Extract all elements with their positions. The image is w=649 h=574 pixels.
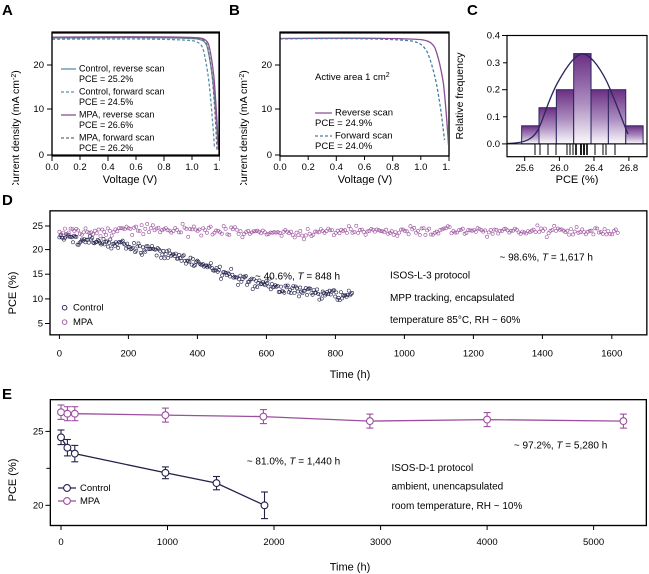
svg-text:MPA, forward scan: MPA, forward scan (79, 133, 154, 143)
svg-text:Current density (mA cm-2): Current density (mA cm-2) (10, 70, 22, 185)
svg-text:2000: 2000 (263, 537, 284, 548)
svg-text:0.1: 0.1 (487, 112, 500, 123)
svg-text:10: 10 (261, 104, 272, 115)
svg-text:ISOS-D-1 protocol: ISOS-D-1 protocol (392, 463, 474, 474)
svg-text:Relative frequency: Relative frequency (454, 52, 466, 140)
svg-text:25: 25 (32, 221, 43, 232)
svg-text:20: 20 (33, 500, 44, 511)
svg-text:1600: 1600 (601, 349, 622, 360)
svg-text:PCE = 26.2%: PCE = 26.2% (79, 143, 133, 153)
svg-text:PCE = 24.0%: PCE = 24.0% (315, 141, 373, 152)
svg-text:0.2: 0.2 (302, 162, 315, 173)
svg-text:Control: Control (80, 483, 111, 494)
svg-text:20: 20 (261, 60, 272, 71)
svg-text:10: 10 (33, 104, 44, 115)
svg-text:Voltage (V): Voltage (V) (103, 174, 157, 185)
svg-text:room temperature, RH ~ 10%: room temperature, RH ~ 10% (392, 501, 523, 512)
svg-text:~ 40.6%, T = 848 h: ~ 40.6%, T = 848 h (255, 271, 340, 282)
svg-text:26.4: 26.4 (585, 163, 604, 174)
svg-text:~ 98.6%, T = 1,617 h: ~ 98.6%, T = 1,617 h (500, 253, 593, 264)
svg-text:MPA, reverse scan: MPA, reverse scan (79, 110, 154, 120)
svg-text:0.4: 0.4 (101, 162, 114, 173)
svg-text:Control, reverse scan: Control, reverse scan (79, 64, 165, 74)
svg-text:1000: 1000 (157, 537, 178, 548)
svg-text:PCE (%): PCE (%) (7, 272, 19, 315)
svg-text:Active area 1 cm2: Active area 1 cm2 (315, 72, 390, 83)
svg-text:1.0: 1.0 (414, 162, 427, 173)
svg-text:400: 400 (189, 349, 205, 360)
svg-text:1200: 1200 (463, 349, 484, 360)
svg-text:Time (h): Time (h) (330, 369, 371, 381)
svg-text:0.2: 0.2 (487, 85, 500, 96)
svg-text:4000: 4000 (477, 537, 498, 548)
svg-text:25.6: 25.6 (515, 163, 534, 174)
svg-text:5000: 5000 (583, 537, 604, 548)
svg-text:0: 0 (39, 150, 44, 161)
svg-text:ISOS-L-3 protocol: ISOS-L-3 protocol (390, 271, 470, 282)
svg-text:PCE = 24.9%: PCE = 24.9% (315, 118, 373, 129)
svg-text:600: 600 (258, 349, 274, 360)
svg-text:0.6: 0.6 (129, 162, 142, 173)
svg-text:MPP tracking, encapsulated: MPP tracking, encapsulated (390, 293, 514, 304)
svg-text:Time (h): Time (h) (330, 561, 371, 573)
svg-text:800: 800 (327, 349, 343, 360)
svg-text:0.0: 0.0 (45, 162, 58, 173)
svg-text:MPA: MPA (80, 496, 101, 507)
svg-text:3000: 3000 (370, 537, 391, 548)
svg-text:Control: Control (73, 303, 104, 314)
svg-text:0.8: 0.8 (157, 162, 170, 173)
svg-text:~ 97.2%, T = 5,280 h: ~ 97.2%, T = 5,280 h (514, 440, 607, 451)
svg-text:0.4: 0.4 (330, 162, 343, 173)
svg-text:temperature 85°C, RH ~ 60%: temperature 85°C, RH ~ 60% (390, 315, 521, 326)
svg-text:PCE = 25.2%: PCE = 25.2% (79, 74, 133, 84)
svg-text:~ 81.0%, T = 1,440 h: ~ 81.0%, T = 1,440 h (247, 457, 340, 468)
svg-text:PCE = 24.5%: PCE = 24.5% (79, 97, 133, 107)
svg-text:ambient, unencapsulated: ambient, unencapsulated (392, 481, 504, 492)
svg-text:Control, forward scan: Control, forward scan (79, 87, 165, 97)
svg-text:0: 0 (58, 537, 63, 548)
svg-text:PCE (%): PCE (%) (556, 174, 599, 185)
svg-text:200: 200 (120, 349, 136, 360)
svg-text:0.2: 0.2 (73, 162, 86, 173)
svg-text:0: 0 (267, 150, 272, 161)
svg-text:25: 25 (33, 426, 44, 437)
svg-text:Forward scan: Forward scan (335, 131, 393, 142)
svg-text:1400: 1400 (532, 349, 553, 360)
svg-text:0.8: 0.8 (386, 162, 399, 173)
svg-text:MPA: MPA (73, 317, 94, 328)
svg-text:Current density (mA cm-2): Current density (mA cm-2) (238, 70, 250, 185)
svg-text:20: 20 (33, 60, 44, 71)
svg-text:1.2: 1.2 (213, 162, 220, 173)
svg-text:PCE (%): PCE (%) (7, 459, 19, 502)
svg-text:5: 5 (38, 319, 43, 330)
svg-text:Voltage (V): Voltage (V) (338, 174, 392, 185)
svg-text:PCE = 26.6%: PCE = 26.6% (79, 120, 133, 130)
svg-text:0.0: 0.0 (487, 139, 500, 150)
svg-text:15: 15 (32, 269, 43, 280)
svg-text:26.8: 26.8 (620, 163, 639, 174)
svg-text:1.0: 1.0 (185, 162, 198, 173)
svg-text:0.4: 0.4 (487, 31, 500, 42)
svg-text:20: 20 (32, 245, 43, 256)
svg-text:Reverse scan: Reverse scan (335, 108, 393, 119)
svg-text:10: 10 (32, 294, 43, 305)
svg-text:0: 0 (57, 349, 62, 360)
svg-text:1000: 1000 (394, 349, 415, 360)
svg-text:0.0: 0.0 (273, 162, 286, 173)
svg-text:0.3: 0.3 (487, 58, 500, 69)
svg-text:0.6: 0.6 (358, 162, 371, 173)
svg-text:26.0: 26.0 (550, 163, 569, 174)
